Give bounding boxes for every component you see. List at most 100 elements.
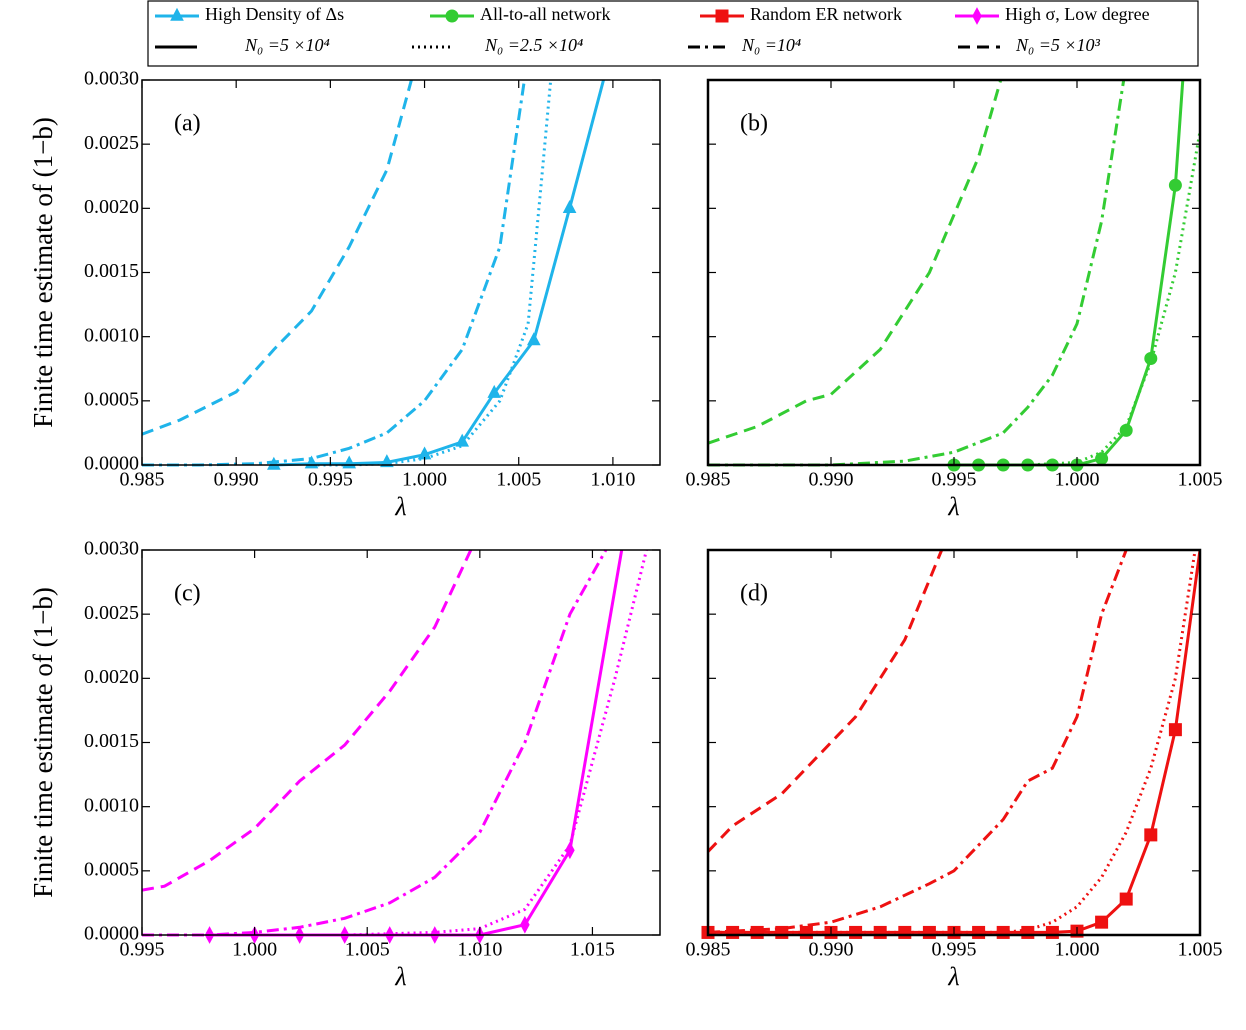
x-tick-label: 0.985 [120,469,165,491]
x-tick-label: 0.985 [686,469,731,491]
legend-marker [715,9,729,23]
series-line [142,549,608,937]
series-line [708,549,1128,934]
series-line [273,79,605,467]
panel-label: (a) [174,111,201,137]
y-axis-label: Finite time estimate of (1−b) [28,587,58,898]
y-tick-label: 0.0030 [84,68,139,90]
legend-marker [170,7,184,21]
legend-marker [972,7,982,25]
marker [380,454,394,468]
series-line [209,549,648,937]
y-tick-label: 0.0015 [84,730,139,752]
marker [1045,925,1059,939]
marker [996,925,1010,939]
marker [1144,828,1158,842]
x-tick-label: 1.000 [1055,469,1100,491]
marker [1119,892,1133,906]
x-tick-label: 1.005 [1178,939,1223,961]
marker [775,925,789,939]
series-line [708,549,1197,934]
marker [1021,925,1035,939]
marker [726,925,740,939]
x-axis-label: λ [394,492,406,521]
x-tick-label: 0.995 [308,469,353,491]
legend-label: All-to-all network [480,4,610,24]
x-tick-label: 0.990 [809,939,854,961]
y-tick-label: 0.0025 [84,602,139,624]
series-line [954,79,1185,467]
x-tick-label: 0.990 [809,469,854,491]
series-line [708,549,1200,934]
legend-box [147,0,1199,67]
y-axis-label: Finite time estimate of (1−b) [28,117,58,428]
marker [1168,178,1182,192]
x-tick-label: 1.005 [496,469,541,491]
legend-label: High Density of Δs [205,4,344,24]
x-tick-label: 1.005 [345,939,390,961]
y-tick-label: 0.0015 [84,260,139,282]
legend-label: N₀ =2.5 ×10⁴ [484,35,583,55]
legend-label: Random ER network [750,4,902,24]
axes-frame [706,78,1202,467]
marker [520,915,530,934]
legend-marker [445,9,459,23]
marker [487,384,502,398]
marker [799,925,813,939]
x-tick-label: 1.005 [1178,469,1223,491]
x-tick-label: 0.995 [932,939,977,961]
marker [922,925,936,939]
legend-label: N₀ =5 ×10⁴ [244,35,330,55]
marker [898,925,912,939]
marker [849,925,863,939]
marker [972,925,986,939]
y-tick-label: 0.0005 [84,858,139,880]
series-line [708,549,944,853]
plot-area [142,549,648,937]
marker [1095,452,1109,466]
x-tick-label: 1.000 [1055,939,1100,961]
axes-frame [141,79,661,466]
x-tick-label: 0.990 [214,469,259,491]
plot-area [708,79,1200,467]
marker [750,925,764,939]
x-tick-label: 0.995 [120,939,165,961]
marker [873,925,887,939]
y-tick-label: 0.0030 [84,538,139,560]
marker [267,456,281,470]
y-tick-label: 0.0010 [84,324,139,346]
y-tick-label: 0.0020 [84,196,139,218]
panel-label: (d) [740,581,768,607]
plot-area [708,549,1200,934]
x-axis-label: λ [947,492,959,521]
x-tick-label: 1.010 [457,939,502,961]
legend-label: N₀ =5 ×10³ [1015,35,1101,55]
y-tick-label: 0.0010 [84,794,139,816]
panel-label: (c) [174,581,201,607]
series-line [708,79,1003,445]
panel-label: (b) [740,111,768,137]
x-tick-label: 1.010 [590,469,635,491]
marker [1144,351,1158,365]
x-tick-label: 0.985 [686,939,731,961]
plot-area [142,79,605,467]
series-line [142,549,473,892]
y-tick-label: 0.0000 [84,923,139,945]
marker [526,332,541,346]
legend-label: N₀ =10⁴ [741,35,801,55]
y-tick-label: 0.0005 [84,388,139,410]
marker [565,841,575,860]
y-tick-label: 0.0020 [84,666,139,688]
x-axis-label: λ [947,962,959,991]
x-tick-label: 1.015 [570,939,615,961]
y-tick-label: 0.0000 [84,453,139,475]
marker [1095,915,1109,929]
series-line [209,549,624,937]
marker [455,433,470,447]
axes-frame [706,548,1202,937]
x-tick-label: 1.000 [232,939,277,961]
series-line [708,79,1126,467]
marker [1168,723,1182,737]
legend-label: High σ, Low degree [1005,4,1150,24]
